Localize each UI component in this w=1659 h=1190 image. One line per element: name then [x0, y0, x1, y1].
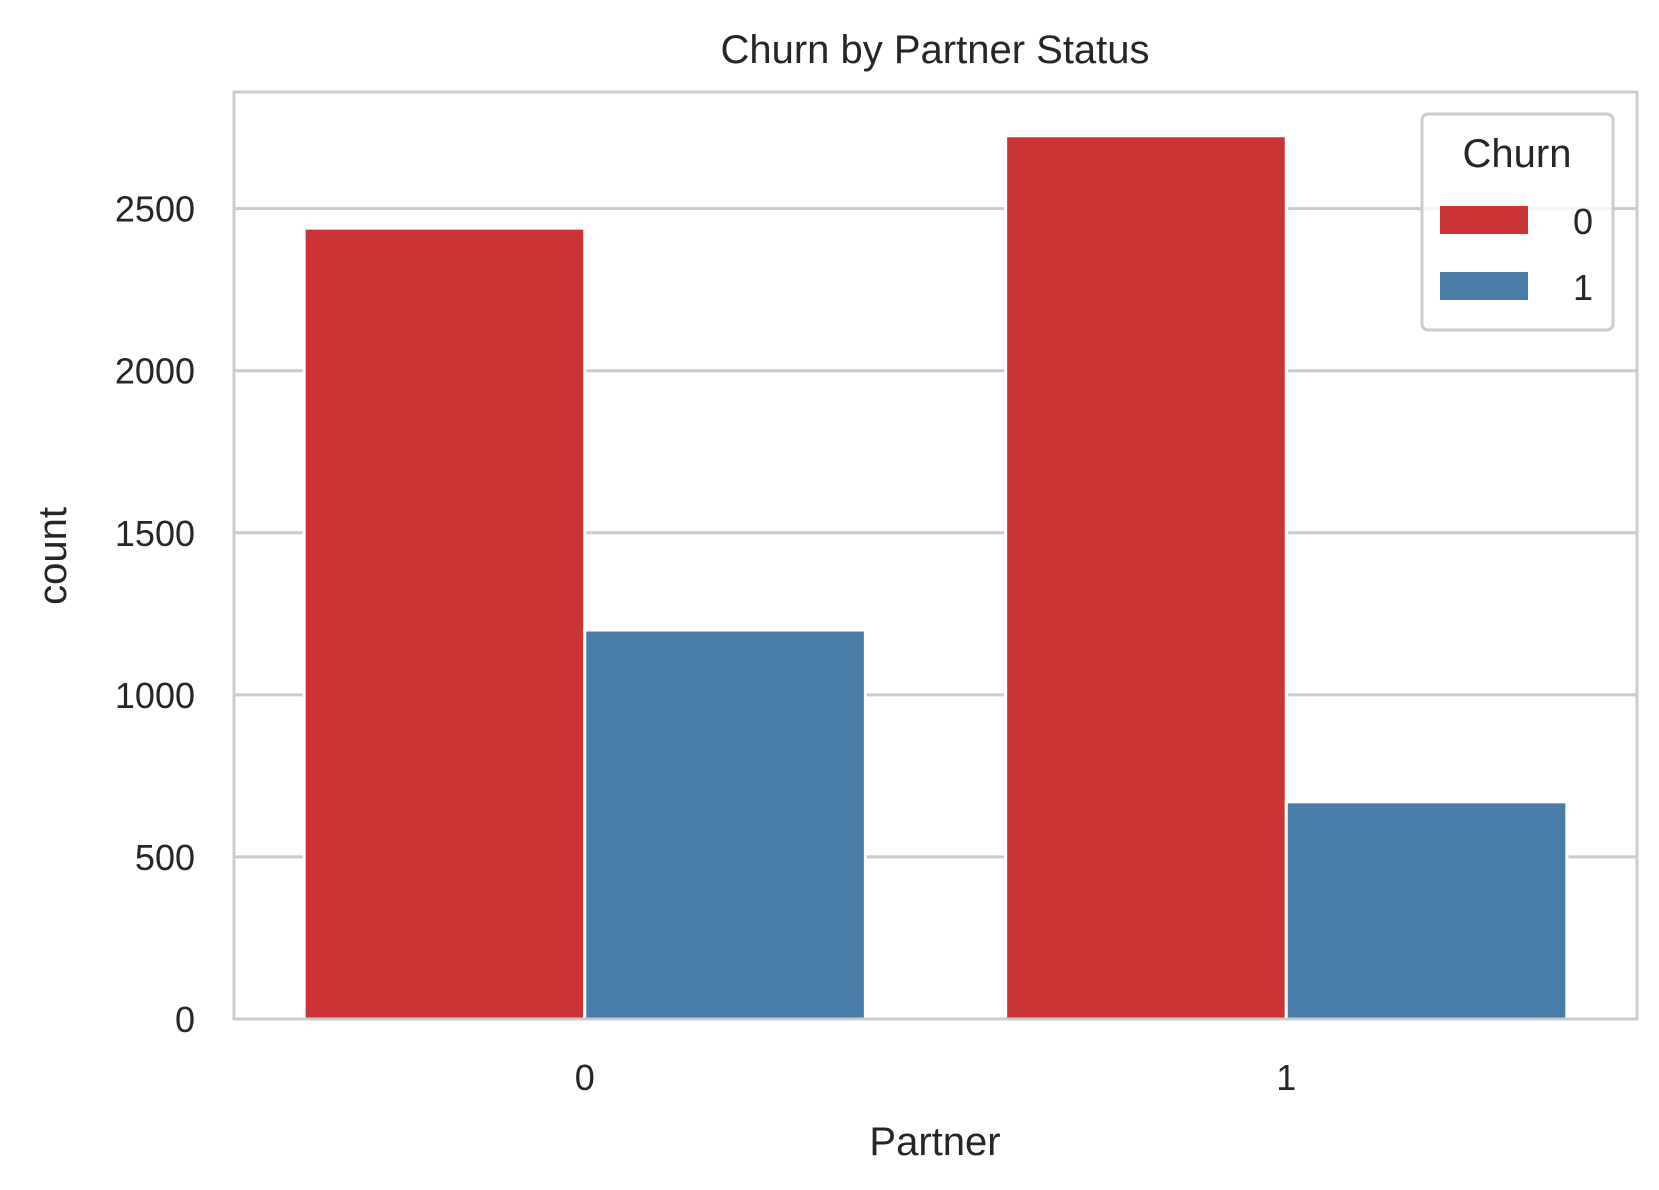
y-tick-label: 1000: [115, 675, 195, 716]
bar-partner-0-churn-1: [583, 628, 867, 1021]
chart-title: Churn by Partner Status: [720, 28, 1149, 72]
y-tick-label: 1500: [115, 513, 195, 554]
legend-label-1: 1: [1573, 267, 1593, 308]
y-tick-label: 2500: [115, 189, 195, 230]
y-tick-label: 500: [135, 837, 195, 878]
x-axis-title: Partner: [869, 1120, 1000, 1164]
legend-items: 01: [1440, 201, 1593, 308]
legend-swatch-1: [1440, 272, 1528, 300]
y-axis-title: count: [31, 507, 75, 605]
y-tick-labels: 0 500 1000 1500 2000 2500: [115, 189, 195, 1040]
legend-swatch-0: [1440, 206, 1528, 234]
x-tick-label: 0: [575, 1057, 595, 1098]
bar-partner-1-churn-0: [1004, 134, 1288, 1021]
bar-partner-1-churn-1: [1284, 800, 1569, 1021]
y-tick-label: 2000: [115, 351, 195, 392]
bars: [302, 134, 1569, 1021]
plot-frame: [232, 90, 1639, 1021]
y-tick-label: 0: [175, 999, 195, 1040]
legend: Churn 01: [1420, 112, 1615, 332]
legend-label-0: 0: [1573, 201, 1593, 242]
legend-title: Churn: [1463, 132, 1572, 176]
x-tick-label: 1: [1276, 1057, 1296, 1098]
bar-partner-0-churn-0: [302, 226, 587, 1021]
